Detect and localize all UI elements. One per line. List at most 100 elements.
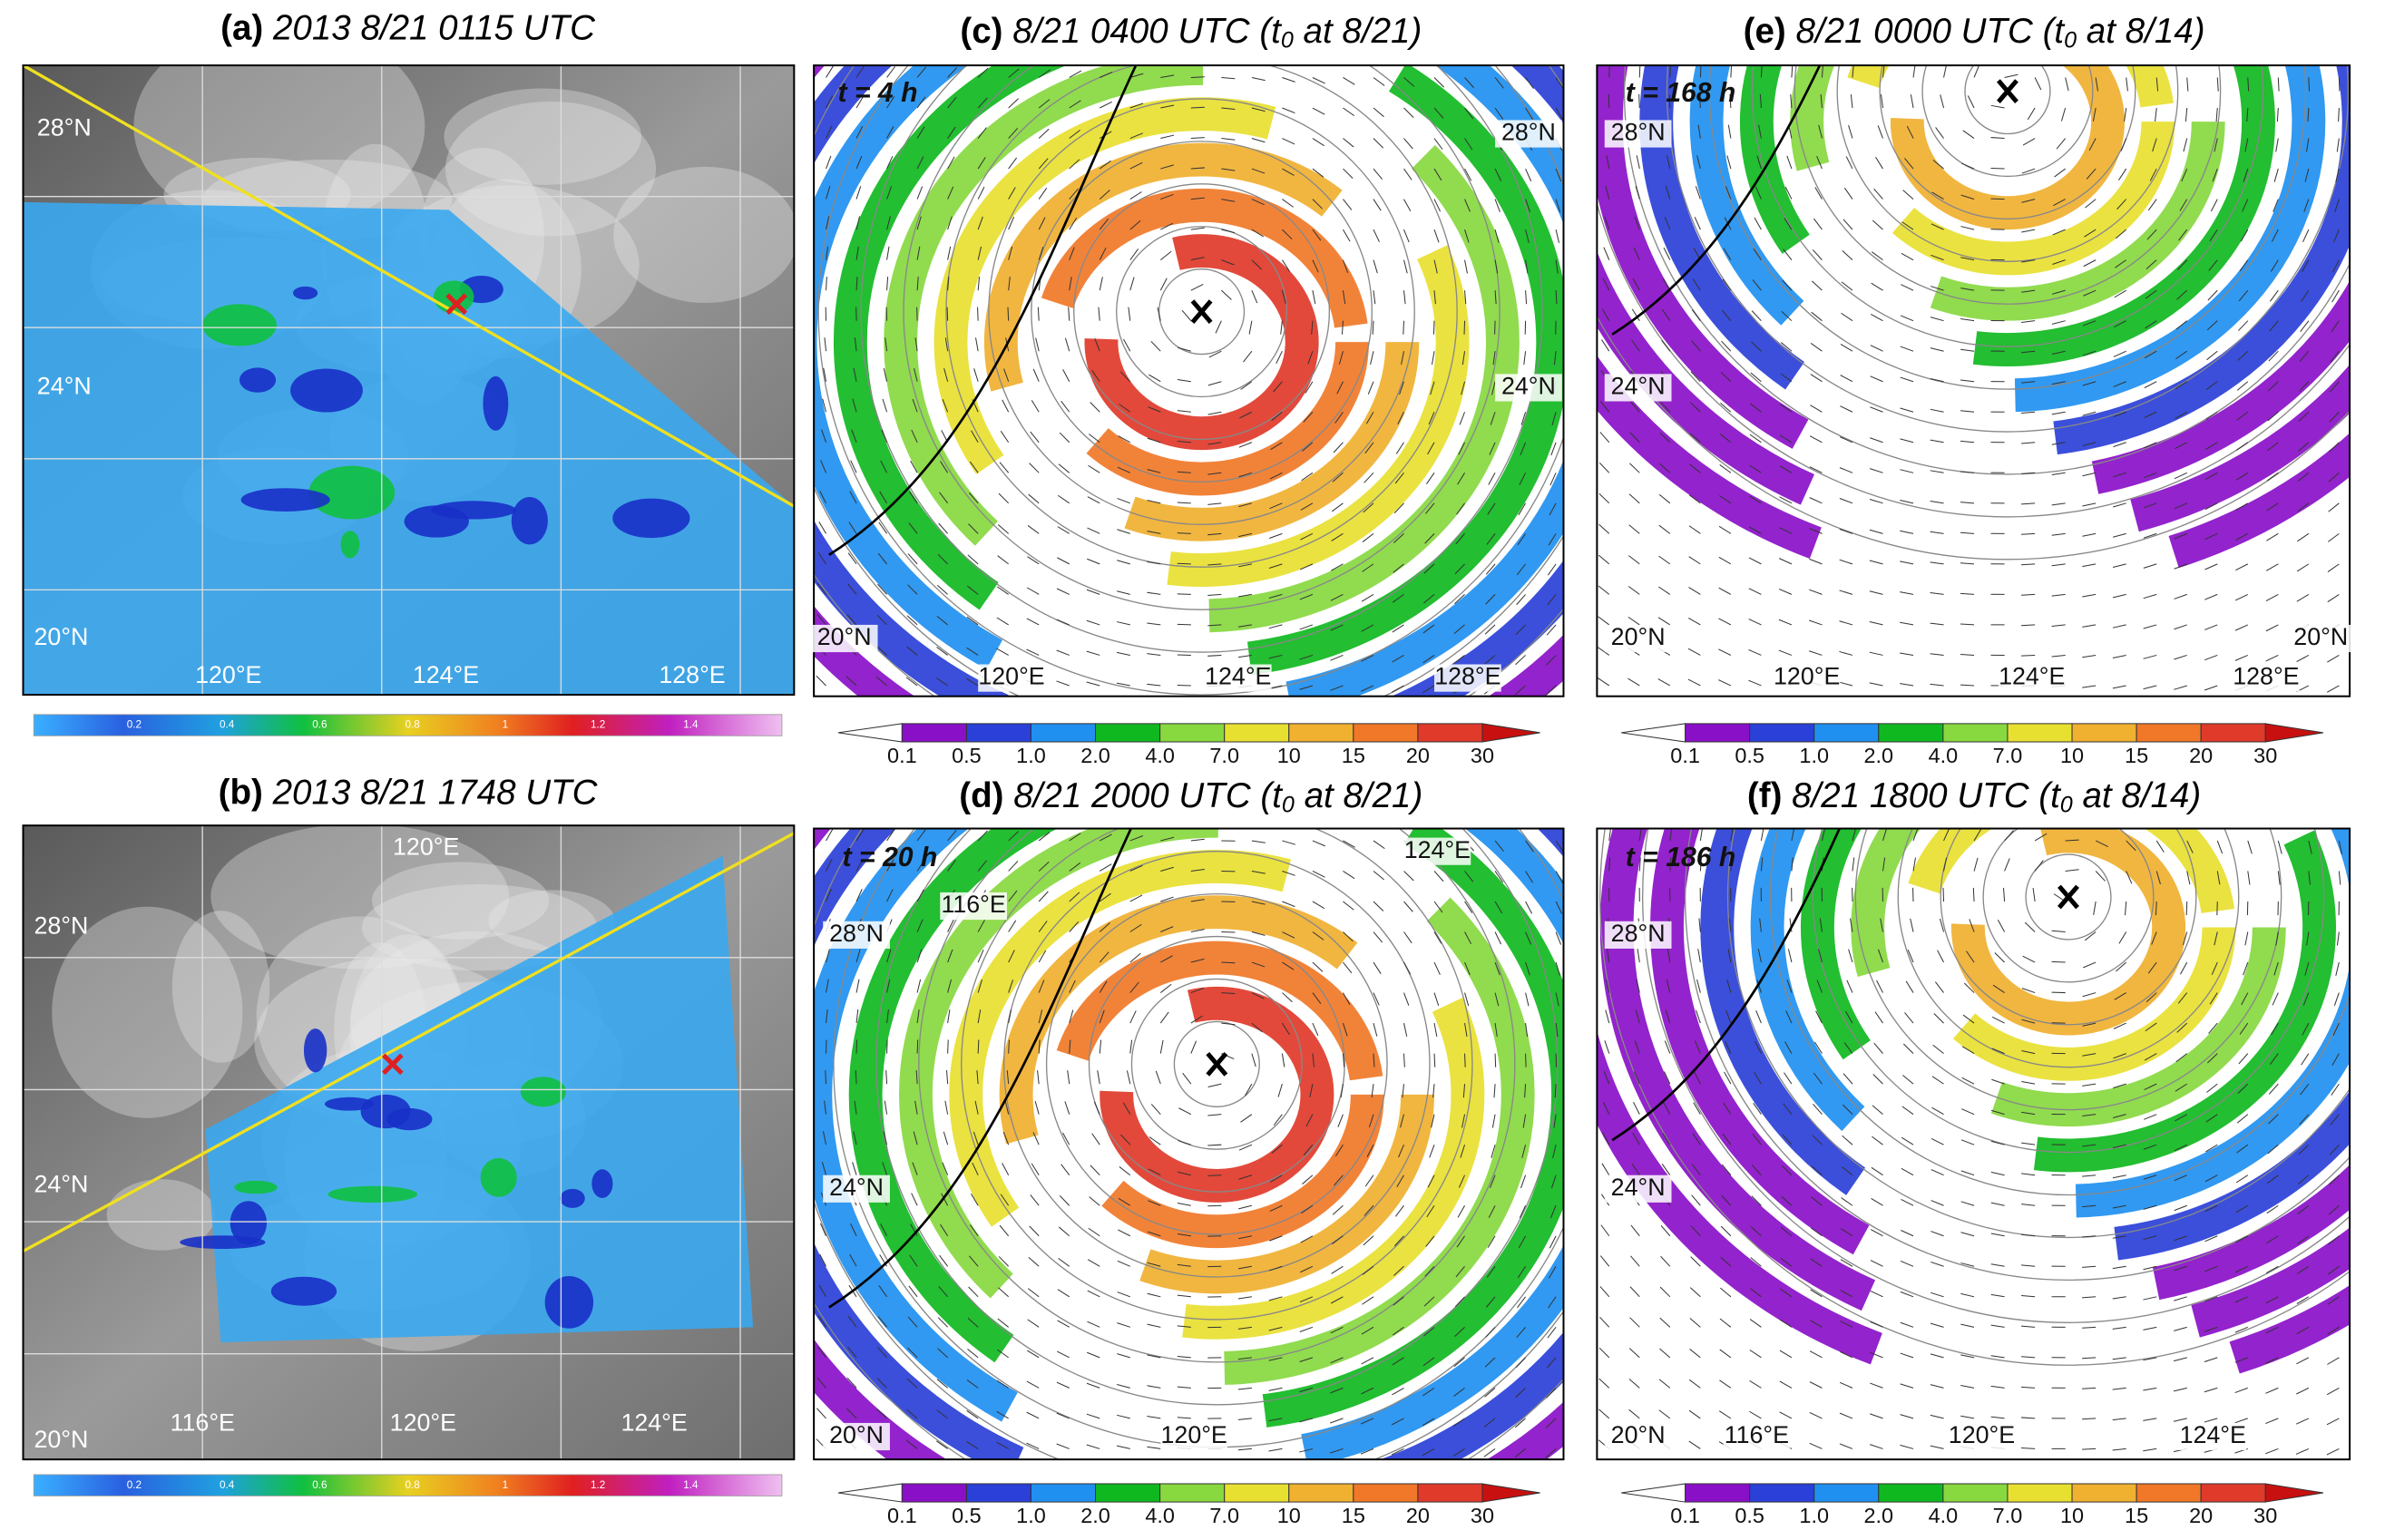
wind-barb: [1221, 1022, 1236, 1026]
wind-barb: [886, 66, 895, 78]
wind-barb: [1852, 828, 1856, 842]
wind-barb: [2275, 138, 2279, 152]
wind-barb: [1930, 1200, 1944, 1206]
wind-barb: [1784, 1072, 1793, 1085]
wind-barb: [2336, 138, 2340, 152]
wind-barb: [1062, 1132, 1070, 1145]
wind-barb: [1599, 1316, 1610, 1328]
isobar: [1964, 65, 2051, 135]
wind-barb: [1237, 1296, 1252, 1300]
wind-barb: [1839, 681, 1853, 687]
wind-barb: [876, 1378, 887, 1389]
wind-barb: [936, 1409, 948, 1419]
wind-barb: [1844, 1010, 1853, 1024]
wind-barb: [947, 277, 950, 291]
label-bg: [1998, 664, 2066, 692]
wind-barb: [1779, 1411, 1793, 1419]
wind-barb: [1157, 307, 1161, 321]
rain-cell: [511, 496, 548, 545]
wind-barb: [1809, 497, 1823, 504]
wind-barb: [1758, 124, 1762, 139]
wind-barb: [2296, 1357, 2310, 1365]
wind-barb: [1343, 77, 1355, 85]
wind-barb: [1900, 591, 1914, 595]
wind-barb: [1931, 1076, 1944, 1085]
wind-barb: [1659, 432, 1671, 443]
wind-barb: [2086, 168, 2097, 180]
wind-barb: [1722, 278, 1732, 291]
wind-barb: [1942, 887, 1945, 902]
wind-barb: [1362, 1296, 1374, 1305]
isobar: [1666, 65, 2349, 433]
wind-barb: [1811, 1196, 1823, 1206]
wind-barb: [855, 95, 865, 109]
wind-barb: [886, 246, 890, 260]
wind-barb: [1251, 870, 1266, 874]
wind-barb: [1340, 1084, 1344, 1098]
rain-cell: [240, 488, 330, 512]
wind-barb: [1809, 1412, 1823, 1419]
wind-barb: [1008, 950, 1015, 963]
wind-barb: [1991, 1016, 2005, 1024]
wind-barb: [1391, 1447, 1404, 1456]
wind-barb: [2235, 1204, 2249, 1213]
wind-barb: [943, 368, 949, 382]
wind-barb: [1549, 1205, 1557, 1219]
wind-barb: [1000, 1194, 1010, 1206]
wind-barb: [1720, 1225, 1732, 1237]
wind-barb: [2143, 472, 2157, 479]
wind-barb: [916, 96, 926, 109]
wind-barb: [1148, 1200, 1161, 1206]
wind-barb: [1757, 949, 1762, 963]
wind-barb: [1087, 527, 1100, 534]
wind-barb: [1433, 259, 1438, 274]
isobar: [1921, 65, 2094, 178]
wind-barb: [1148, 406, 1161, 413]
wind-barb: [1373, 992, 1380, 1006]
wind-barb: [2301, 1053, 2310, 1066]
colorbar-label: 7.0: [1993, 1504, 2023, 1527]
wind-barb: [2174, 1204, 2187, 1212]
coastline: [828, 828, 1133, 1309]
wind-barb: [1629, 432, 1640, 443]
wind-barb: [1397, 412, 1404, 424]
wind-barb: [883, 1131, 888, 1145]
wind-barb: [1391, 1418, 1404, 1426]
wind-barb: [1251, 901, 1266, 905]
wind-barb: [1268, 1357, 1283, 1361]
wind-barb: [2143, 1418, 2157, 1421]
wind-barb: [1251, 1053, 1256, 1067]
wind-barb: [1930, 1261, 1944, 1267]
wind-barb: [1207, 1083, 1222, 1088]
colorbar-label: 0.1: [887, 744, 917, 767]
wind-barb: [1930, 347, 1944, 352]
wind-barb: [826, 1009, 828, 1024]
wind-barb: [1177, 562, 1191, 565]
wind-barb: [947, 126, 956, 139]
wind-barb: [1305, 1114, 1314, 1127]
wind-barb: [1661, 308, 1671, 321]
wind-barb: [2004, 73, 2018, 78]
scan-edge: [23, 65, 795, 508]
wind-barb: [1494, 871, 1504, 883]
isobar: [1073, 183, 1331, 441]
wind-barb: [947, 919, 954, 932]
wind-barb: [2265, 624, 2279, 632]
wind-barb: [1159, 278, 1168, 291]
wind-barb: [1330, 654, 1344, 661]
wind-barb: [2124, 107, 2127, 122]
wind-barb: [1464, 199, 1471, 212]
colorbar-label: 0.5: [1735, 744, 1764, 767]
wind-barb: [968, 492, 979, 504]
wind-barb: [1117, 498, 1130, 504]
wind-barb: [2143, 1235, 2157, 1241]
wind-barb: [997, 555, 1009, 565]
wind-barb: [1689, 1349, 1701, 1359]
wind-barb: [1190, 227, 1205, 230]
wind-barb: [1661, 339, 1671, 352]
wind-barb: [846, 676, 857, 687]
wind-barb: [2149, 168, 2157, 181]
wind-barb: [1728, 918, 1732, 932]
wind-barb: [2112, 654, 2126, 659]
wind-barb: [916, 1009, 920, 1024]
